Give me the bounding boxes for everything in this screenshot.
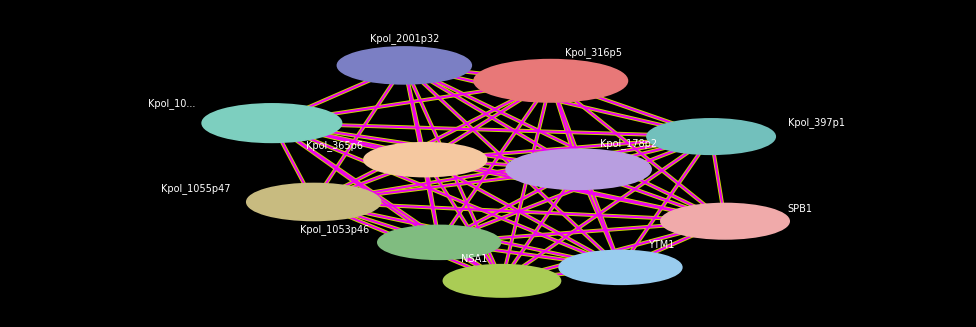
Circle shape: [647, 119, 775, 154]
Text: SPB1: SPB1: [788, 204, 813, 214]
Circle shape: [202, 104, 342, 142]
Circle shape: [661, 203, 790, 239]
Circle shape: [507, 149, 651, 189]
Circle shape: [338, 47, 471, 84]
Text: Kpol_1053p46: Kpol_1053p46: [301, 225, 370, 235]
Text: Kpol_10...: Kpol_10...: [147, 98, 195, 109]
Text: NSA1: NSA1: [461, 253, 487, 264]
Circle shape: [474, 60, 628, 102]
Circle shape: [247, 183, 381, 220]
Circle shape: [559, 250, 682, 284]
Text: Kpol_178p2: Kpol_178p2: [599, 138, 657, 149]
Text: Kpol_365p6: Kpol_365p6: [305, 140, 362, 151]
Text: Kpol_2001p32: Kpol_2001p32: [370, 33, 439, 44]
Text: YTM1: YTM1: [648, 240, 674, 250]
Circle shape: [364, 143, 487, 177]
Text: Kpol_397p1: Kpol_397p1: [788, 117, 845, 128]
Circle shape: [378, 225, 501, 259]
Text: Kpol_316p5: Kpol_316p5: [565, 47, 622, 58]
Circle shape: [443, 265, 560, 297]
Text: Kpol_1055p47: Kpol_1055p47: [161, 183, 230, 194]
